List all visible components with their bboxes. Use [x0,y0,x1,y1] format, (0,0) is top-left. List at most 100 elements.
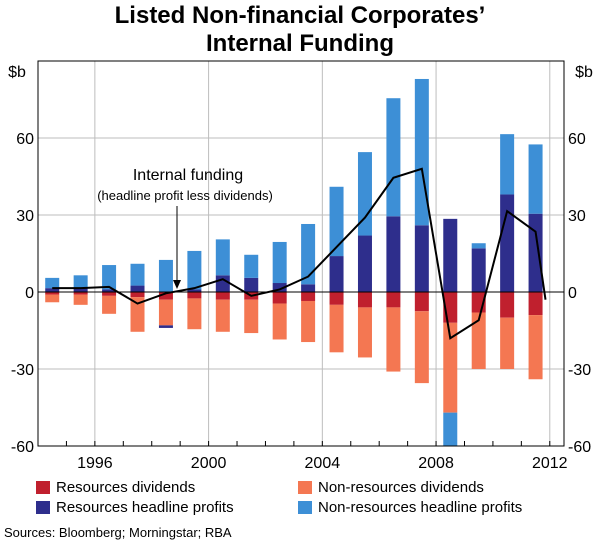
legend-label: Non-resources headline profits [318,499,522,516]
annotation-internal-funding: Internal funding [133,167,243,184]
bar-resources-dividends [301,292,316,301]
bar-non-resources-dividends [158,299,173,326]
bar-resources-dividends [329,292,344,305]
y-unit-right: $b [575,64,593,81]
bar-non-resources-headline-profits [45,277,60,289]
bar-non-resources-dividends [357,307,372,358]
bar-resources-headline-profits [45,288,60,292]
plot-frame [37,60,565,447]
y-tick-labels-left: -60 -30 0 30 60 [11,131,34,456]
bar-resources-headline-profits [414,225,429,292]
bar-resources-headline-profits [443,218,458,292]
y-tick-label-left: -30 [11,362,34,379]
bar-resources-dividends [357,292,372,308]
bar-non-resources-headline-profits [187,250,202,290]
legend-label: Non-resources dividends [318,479,484,496]
bar-resources-headline-profits [329,256,344,292]
y-tick-label-right: 30 [568,208,586,225]
y-tick-label-right: -30 [568,362,591,379]
bar-non-resources-dividends [187,298,202,330]
y-tick-label-right: 60 [568,131,586,148]
bar-non-resources-dividends [386,307,401,372]
x-tick-label: 2012 [532,455,568,472]
bar-non-resources-headline-profits [244,254,259,278]
plot-border [37,60,565,447]
annotation-arrowhead [173,280,181,289]
bar-non-resources-dividends [102,295,117,314]
bar-resources-headline-profits [500,194,515,292]
line-internal-funding [52,167,547,340]
bar-resources-headline-profits [158,325,173,328]
bar-resources-dividends [102,292,117,296]
bar-non-resources-headline-profits [471,243,486,249]
y-tick-label-left: 60 [16,131,34,148]
bar-resources-headline-profits [215,275,230,292]
bar-non-resources-headline-profits [102,265,117,290]
bar-non-resources-headline-profits [130,263,145,286]
x-tick-labels: 1996 2000 2004 2008 2012 [77,455,568,472]
bar-non-resources-dividends [45,294,60,303]
bar-non-resources-dividends [215,299,230,332]
legend-label: Resources dividends [56,479,195,496]
bar-resources-dividends [73,292,88,295]
bar-marks [45,78,543,446]
bar-non-resources-headline-profits [301,223,316,285]
y-tick-label-left: 0 [25,285,34,302]
bar-non-resources-headline-profits [329,186,344,257]
x-tick-label: 2004 [305,455,341,472]
bar-resources-headline-profits [73,288,88,292]
bar-resources-dividends [500,292,515,318]
bar-resources-headline-profits [272,283,287,292]
bar-resources-headline-profits [357,235,372,292]
bar-non-resources-headline-profits [272,241,287,284]
legend-swatch [36,481,50,494]
bar-non-resources-dividends [244,299,259,334]
bar-resources-dividends [272,292,287,304]
line-series-layer [52,167,547,340]
bar-resources-headline-profits [301,284,316,292]
bar-non-resources-dividends [500,317,515,369]
legend-swatch [298,481,312,494]
bar-resources-dividends [528,292,543,316]
y-tick-label-right: -60 [568,439,591,456]
bar-resources-dividends [158,292,173,300]
bar-resources-headline-profits [130,285,145,292]
legend: Resources dividends Non-resources dividen… [36,479,522,516]
bar-non-resources-headline-profits [73,275,88,289]
bar-resources-headline-profits [528,213,543,292]
bar-non-resources-headline-profits [500,134,515,195]
y-tick-label-left: 30 [16,208,34,225]
bar-non-resources-headline-profits [215,239,230,276]
chart-title-line2: Internal Funding [206,30,394,57]
bar-non-resources-dividends [73,294,88,305]
bar-resources-dividends [45,292,60,295]
legend-swatch [36,501,50,514]
y-tick-labels-right: -60 -30 0 30 60 [568,131,591,456]
x-tick-label: 2008 [418,455,454,472]
bar-resources-dividends [386,292,401,308]
y-tick-label-right: 0 [568,285,577,302]
bar-resources-dividends [130,292,145,298]
bar-resources-headline-profits [102,289,117,292]
bar-non-resources-dividends [272,303,287,340]
bar-non-resources-dividends [528,315,543,380]
bar-non-resources-dividends [329,304,344,353]
source-note: Sources: Bloomberg; Morningstar; RBA [4,525,232,540]
legend-swatch [298,501,312,514]
bar-non-resources-dividends [443,322,458,413]
bar-resources-headline-profits [244,277,259,292]
annotation-internal-funding-subtitle: (headline profit less dividends) [97,188,273,203]
bar-resources-dividends [215,292,230,300]
bar-resources-dividends [414,292,429,312]
bar-resources-dividends [187,292,202,299]
bar-non-resources-headline-profits [528,144,543,214]
legend-label: Resources headline profits [56,499,234,516]
bar-non-resources-dividends [301,300,316,343]
bar-non-resources-headline-profits [357,152,372,236]
bar-resources-headline-profits [187,289,202,292]
bar-non-resources-headline-profits [386,98,401,217]
bar-non-resources-headline-profits [443,412,458,446]
bar-non-resources-dividends [471,312,486,369]
y-tick-label-left: -60 [11,439,34,456]
